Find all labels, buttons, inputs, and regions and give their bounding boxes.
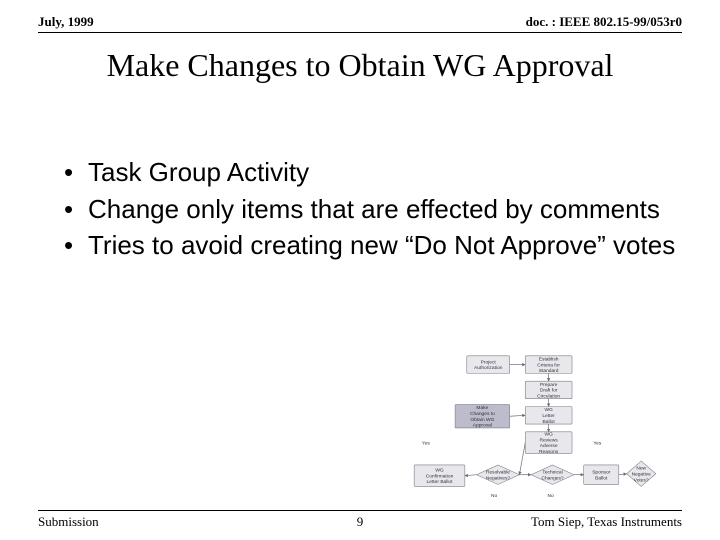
footer: Submission 9 Tom Siep, Texas Instruments — [0, 510, 720, 530]
header-date: July, 1999 — [38, 14, 94, 30]
header-doc: doc. : IEEE 802.15-99/053r0 — [526, 14, 682, 30]
bullet-item: Change only items that are effected by c… — [64, 193, 680, 226]
bullet-list: Task Group Activity Change only items th… — [0, 156, 720, 262]
svg-text:TechnicalChanges?: TechnicalChanges? — [541, 470, 563, 482]
svg-text:EstablishCriteria forStandard: EstablishCriteria forStandard — [537, 356, 560, 374]
svg-text:Yes: Yes — [593, 441, 601, 447]
flowchart-diagram: ProjectAuthorizationEstablishCriteria fo… — [408, 350, 662, 502]
svg-text:ResolvableNegatives?: ResolvableNegatives? — [486, 470, 511, 482]
svg-text:Yes: Yes — [422, 441, 430, 447]
footer-rule — [38, 510, 682, 511]
footer-right: Tom Siep, Texas Instruments — [531, 514, 682, 530]
svg-text:No: No — [491, 493, 498, 499]
header-rule — [38, 32, 682, 33]
slide-title: Make Changes to Obtain WG Approval — [0, 47, 720, 84]
bullet-item: Task Group Activity — [64, 156, 680, 189]
footer-page: 9 — [357, 514, 364, 530]
svg-text:PrepareDraft forCirculation: PrepareDraft forCirculation — [537, 382, 560, 400]
bullet-item: Tries to avoid creating new “Do Not Appr… — [64, 229, 680, 262]
footer-left: Submission — [38, 514, 99, 530]
svg-text:No: No — [547, 493, 554, 499]
